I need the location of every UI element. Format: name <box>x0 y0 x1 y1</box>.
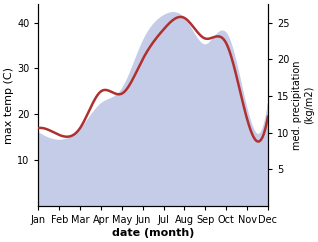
Y-axis label: med. precipitation
(kg/m2): med. precipitation (kg/m2) <box>292 60 314 150</box>
X-axis label: date (month): date (month) <box>112 228 194 238</box>
Y-axis label: max temp (C): max temp (C) <box>4 67 14 144</box>
